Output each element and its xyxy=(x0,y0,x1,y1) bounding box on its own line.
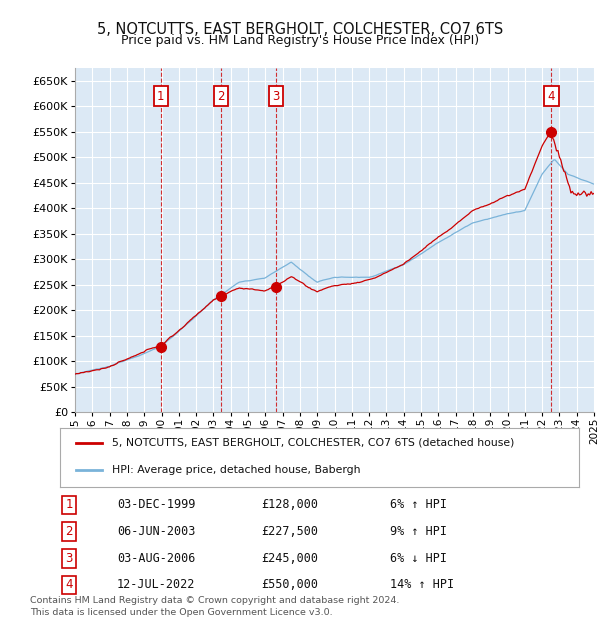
Text: 12-JUL-2022: 12-JUL-2022 xyxy=(117,578,196,591)
Text: 03-AUG-2006: 03-AUG-2006 xyxy=(117,552,196,565)
Text: 9% ↑ HPI: 9% ↑ HPI xyxy=(390,525,447,538)
Text: £227,500: £227,500 xyxy=(261,525,318,538)
Text: £245,000: £245,000 xyxy=(261,552,318,565)
Text: Contains HM Land Registry data © Crown copyright and database right 2024.
This d: Contains HM Land Registry data © Crown c… xyxy=(30,596,400,617)
Text: 2: 2 xyxy=(65,525,73,538)
Text: 6% ↓ HPI: 6% ↓ HPI xyxy=(390,552,447,565)
Text: 1: 1 xyxy=(157,90,164,103)
Text: £550,000: £550,000 xyxy=(261,578,318,591)
Text: 5, NOTCUTTS, EAST BERGHOLT, COLCHESTER, CO7 6TS: 5, NOTCUTTS, EAST BERGHOLT, COLCHESTER, … xyxy=(97,22,503,37)
Text: £128,000: £128,000 xyxy=(261,498,318,511)
Text: 3: 3 xyxy=(65,552,73,565)
Text: 2: 2 xyxy=(218,90,225,103)
Text: Price paid vs. HM Land Registry's House Price Index (HPI): Price paid vs. HM Land Registry's House … xyxy=(121,34,479,47)
Text: 4: 4 xyxy=(65,578,73,591)
Text: 1: 1 xyxy=(65,498,73,511)
Text: 4: 4 xyxy=(548,90,555,103)
Text: 06-JUN-2003: 06-JUN-2003 xyxy=(117,525,196,538)
Text: 03-DEC-1999: 03-DEC-1999 xyxy=(117,498,196,511)
Text: 3: 3 xyxy=(272,90,280,103)
Text: 5, NOTCUTTS, EAST BERGHOLT, COLCHESTER, CO7 6TS (detached house): 5, NOTCUTTS, EAST BERGHOLT, COLCHESTER, … xyxy=(112,438,514,448)
Text: HPI: Average price, detached house, Babergh: HPI: Average price, detached house, Babe… xyxy=(112,465,361,475)
Text: 14% ↑ HPI: 14% ↑ HPI xyxy=(390,578,454,591)
Text: 6% ↑ HPI: 6% ↑ HPI xyxy=(390,498,447,511)
